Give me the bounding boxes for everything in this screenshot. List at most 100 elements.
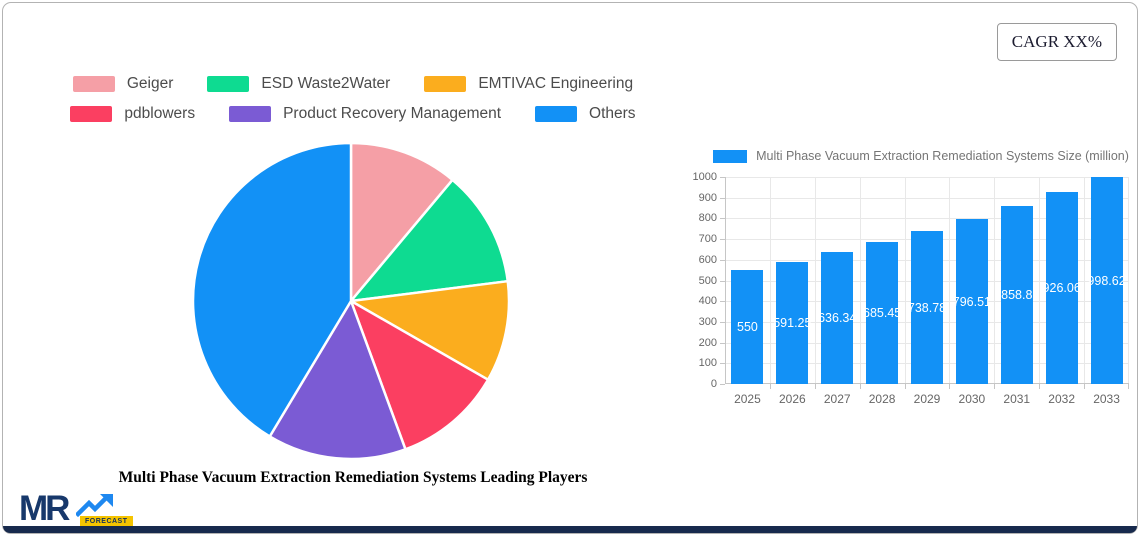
card-bottom-accent-bar xyxy=(3,526,1137,533)
y-axis-label: 100 xyxy=(698,357,717,370)
trend-arrow-icon xyxy=(76,493,113,518)
pie-slice xyxy=(349,299,490,451)
pie-legend-swatch xyxy=(229,106,272,122)
pie-legend-item[interactable]: Product Recovery Management xyxy=(229,105,501,123)
pie-legend-item[interactable]: pdblowers xyxy=(70,105,195,123)
x-axis-tick xyxy=(860,384,861,389)
y-axis-label: 0 xyxy=(710,378,717,390)
bar-value-label: 738.78 xyxy=(907,300,947,315)
y-axis-tick xyxy=(720,384,725,385)
x-axis-tick xyxy=(815,384,816,389)
pie-legend-swatch xyxy=(207,76,250,92)
pie-legend-label: ESD Waste2Water xyxy=(261,75,391,92)
pie-legend-swatch xyxy=(70,106,113,122)
pie-legend-label: Geiger xyxy=(126,75,174,92)
bar-legend-item[interactable]: Multi Phase Vacuum Extraction Remediatio… xyxy=(703,149,1139,163)
x-axis-label: 2033 xyxy=(1093,392,1120,406)
bar-value-label: 858.8 xyxy=(1001,288,1033,303)
x-axis-label: 2030 xyxy=(958,392,986,406)
gridline xyxy=(949,177,950,384)
gridline xyxy=(905,177,906,384)
x-axis-label: 2027 xyxy=(823,392,851,406)
pie-legend-item[interactable]: Geiger xyxy=(72,75,174,93)
y-axis-tick xyxy=(720,363,725,365)
x-axis-label: 2031 xyxy=(1003,392,1031,406)
bar-value-label: 926.06 xyxy=(1042,281,1081,296)
bar-plot-area: 0 100 200 300 400 500 600 700 800 900 1000 550 2025 5… xyxy=(693,171,1129,406)
x-axis-label: 2025 xyxy=(734,392,761,406)
mr-forecast-logo: MR FORECAST xyxy=(19,489,133,531)
x-axis-tick xyxy=(770,384,771,389)
x-axis-label: 2032 xyxy=(1048,392,1076,406)
bar-chart: Multi Phase Vacuum Extraction Remediatio… xyxy=(693,145,1139,406)
bar-2033: 998.62 xyxy=(1087,177,1126,384)
y-axis-tick xyxy=(720,280,725,282)
bar-2029: 738.78 xyxy=(907,231,947,384)
x-axis-label: 2028 xyxy=(868,392,896,406)
y-axis-tick xyxy=(720,321,725,323)
pie-legend-item[interactable]: EMTIVAC Engineering xyxy=(424,75,633,93)
pie-slice xyxy=(268,299,407,461)
y-axis-label: 500 xyxy=(698,274,717,287)
y-axis-tick xyxy=(720,197,725,199)
gridline xyxy=(815,177,816,384)
y-axis-label: 300 xyxy=(698,315,717,328)
pie-slice xyxy=(349,178,510,303)
gridline xyxy=(860,177,861,384)
x-axis-tick xyxy=(1039,384,1040,389)
pie-legend-item[interactable]: ESD Waste2Water xyxy=(207,75,390,93)
pie-slice xyxy=(349,279,511,381)
x-axis-tick xyxy=(994,384,995,389)
x-axis-tick xyxy=(905,384,906,389)
y-axis-tick xyxy=(720,239,725,241)
pie-legend-swatch xyxy=(72,76,115,92)
pie-legend-label: Others xyxy=(589,105,636,122)
x-axis-tick xyxy=(949,384,950,389)
pie-slice xyxy=(191,141,353,438)
bar-legend-label: Multi Phase Vacuum Extraction Remediatio… xyxy=(756,149,1129,163)
bar-2026: 591.25 xyxy=(773,261,812,384)
bar-value-label: 591.25 xyxy=(773,315,812,330)
y-axis-tick xyxy=(720,342,725,344)
pie-chart xyxy=(189,139,513,463)
y-axis-label: 800 xyxy=(698,212,717,225)
bar-2025: 550 xyxy=(731,270,764,384)
pie-chart-svg xyxy=(191,141,511,461)
gridline xyxy=(770,177,771,384)
bar-value-label: 685.45 xyxy=(862,306,902,321)
y-axis-tick xyxy=(720,301,725,303)
pie-legend-label: pdblowers xyxy=(124,105,196,122)
x-axis-label: 2026 xyxy=(778,392,806,406)
y-axis-label: 900 xyxy=(698,191,717,204)
pie-slice xyxy=(349,141,454,303)
gridline xyxy=(1128,177,1129,384)
pie-legend: Geiger ESD Waste2Water EMTIVAC Engineering… xyxy=(41,75,665,123)
bar-value-label: 796.51 xyxy=(952,294,991,309)
y-axis-label: 400 xyxy=(698,295,717,308)
y-axis-tick xyxy=(720,177,725,178)
gridline xyxy=(1039,177,1040,384)
bar-2030: 796.51 xyxy=(952,219,991,384)
y-axis-tick xyxy=(720,259,725,261)
y-axis-label: 200 xyxy=(698,336,717,349)
bar-value-label: 550 xyxy=(737,320,758,335)
bar-2031: 858.8 xyxy=(1000,206,1033,384)
bar-2032: 926.06 xyxy=(1042,192,1081,384)
pie-legend-label: EMTIVAC Engineering xyxy=(478,75,634,92)
y-axis-label: 600 xyxy=(698,253,717,266)
bar-2027: 636.34 xyxy=(818,252,856,384)
y-axis-label: 700 xyxy=(698,233,717,246)
x-axis-tick xyxy=(1128,384,1129,389)
x-axis-tick xyxy=(1084,384,1085,389)
pie-legend-label: Product Recovery Management xyxy=(283,105,502,122)
cagr-badge[interactable]: CAGR XX% xyxy=(996,23,1117,61)
bar-legend-swatch xyxy=(713,149,748,163)
y-axis-tick xyxy=(720,218,725,220)
gridline xyxy=(1084,177,1085,384)
pie-legend-item[interactable]: Others xyxy=(535,105,636,123)
bar-value-label: 998.62 xyxy=(1087,273,1126,288)
bar-2028: 685.45 xyxy=(862,242,902,384)
x-axis-label: 2029 xyxy=(913,392,941,406)
